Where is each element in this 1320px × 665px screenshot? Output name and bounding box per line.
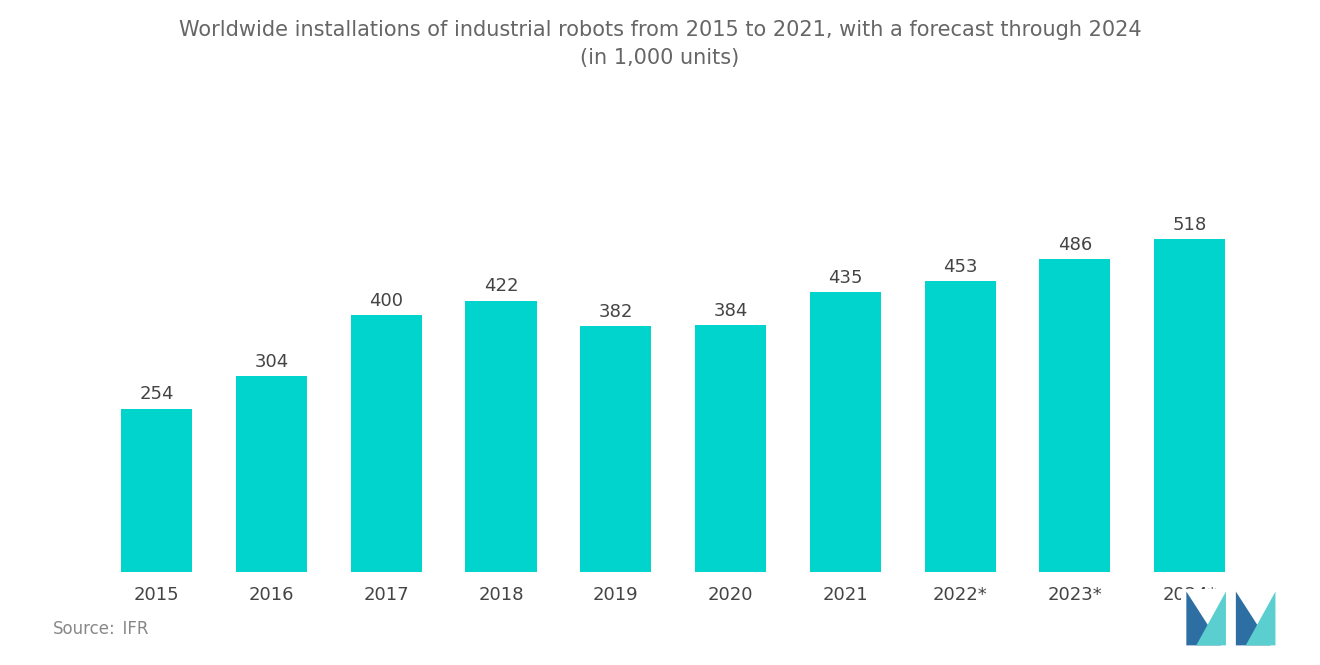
Bar	[809, 292, 880, 572]
Text: 435: 435	[828, 269, 862, 287]
Text: 382: 382	[599, 303, 634, 321]
Text: Worldwide installations of industrial robots from 2015 to 2021, with a forecast : Worldwide installations of industrial ro…	[178, 20, 1142, 68]
Text: 518: 518	[1172, 215, 1206, 234]
Text: 384: 384	[713, 302, 747, 320]
Bar	[351, 315, 422, 572]
Bar	[696, 325, 766, 572]
Text: 304: 304	[255, 353, 289, 371]
Text: 254: 254	[140, 386, 174, 404]
Polygon shape	[1196, 592, 1226, 645]
Bar	[121, 408, 193, 572]
Bar	[924, 281, 995, 572]
Text: 453: 453	[942, 257, 977, 275]
Text: IFR: IFR	[112, 620, 149, 638]
Text: 486: 486	[1057, 236, 1092, 254]
Bar	[1154, 239, 1225, 572]
Bar	[581, 327, 651, 572]
Text: Source:: Source:	[53, 620, 116, 638]
Text: 422: 422	[484, 277, 519, 295]
Bar	[466, 301, 537, 572]
Polygon shape	[1187, 592, 1221, 645]
Polygon shape	[1246, 592, 1275, 645]
Bar	[1039, 259, 1110, 572]
Text: 400: 400	[370, 292, 404, 310]
Bar	[236, 376, 308, 572]
Polygon shape	[1236, 592, 1270, 645]
